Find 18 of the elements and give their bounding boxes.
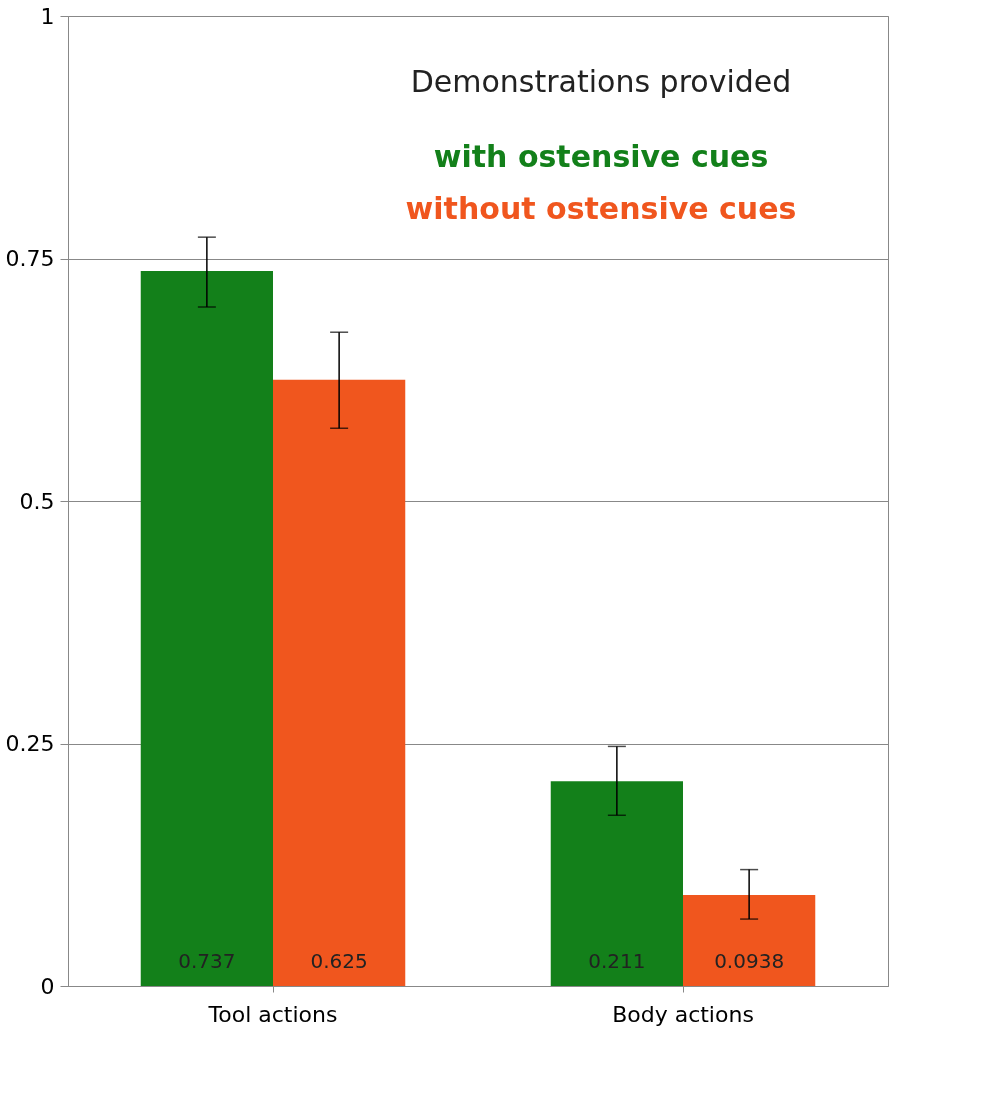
text: without ostensive cues (405, 191, 797, 226)
data-label: 0.0938 (714, 949, 785, 973)
data-label: 0.625 (310, 949, 368, 973)
x-tick-label: Body actions (612, 1001, 754, 1027)
bar (683, 895, 816, 986)
y-tick-label: 0 (40, 973, 55, 999)
y-tick-label: 1 (40, 3, 55, 29)
x-tick-label: Tool actions (207, 1001, 338, 1027)
data-label: 0.737 (178, 949, 236, 973)
bar (550, 781, 683, 986)
y-tick-label: 0.25 (5, 731, 55, 756)
bar (140, 271, 273, 986)
data-label: 0.211 (588, 949, 646, 973)
y-tick-label: 0.5 (19, 488, 55, 514)
bar (273, 379, 406, 986)
text: with ostensive cues (433, 139, 769, 174)
legend-title: Demonstrations provided (410, 64, 792, 99)
y-tick-label: 0.75 (5, 246, 55, 271)
